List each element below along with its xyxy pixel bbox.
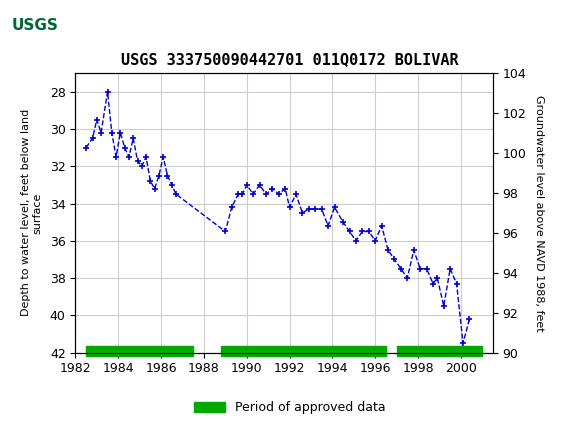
Bar — [86, 346, 193, 356]
Y-axis label: Depth to water level, feet below land
surface: Depth to water level, feet below land su… — [21, 109, 43, 316]
Bar — [221, 346, 386, 356]
Bar — [397, 346, 483, 356]
Text: USGS 333750090442701 011Q0172 BOLIVAR: USGS 333750090442701 011Q0172 BOLIVAR — [121, 52, 459, 67]
Y-axis label: Groundwater level above NAVD 1988, feet: Groundwater level above NAVD 1988, feet — [534, 95, 543, 331]
Text: USGS: USGS — [12, 18, 58, 33]
FancyBboxPatch shape — [6, 5, 64, 46]
Legend: Period of approved data: Period of approved data — [189, 396, 391, 419]
